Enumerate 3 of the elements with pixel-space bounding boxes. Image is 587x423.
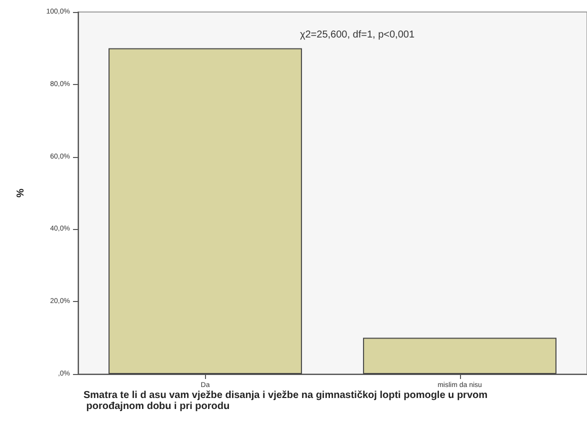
- x-axis-title: Smatra te li d asu vam vježbe disanja i vježbe na gimnastičkoj lopti pomogle u prvom porođajnom dobu i pri porodu: [84, 390, 488, 412]
- annotation: χ2=25,600, df=1, p<0,001: [300, 30, 415, 40]
- y-axis-title: %: [16, 188, 26, 198]
